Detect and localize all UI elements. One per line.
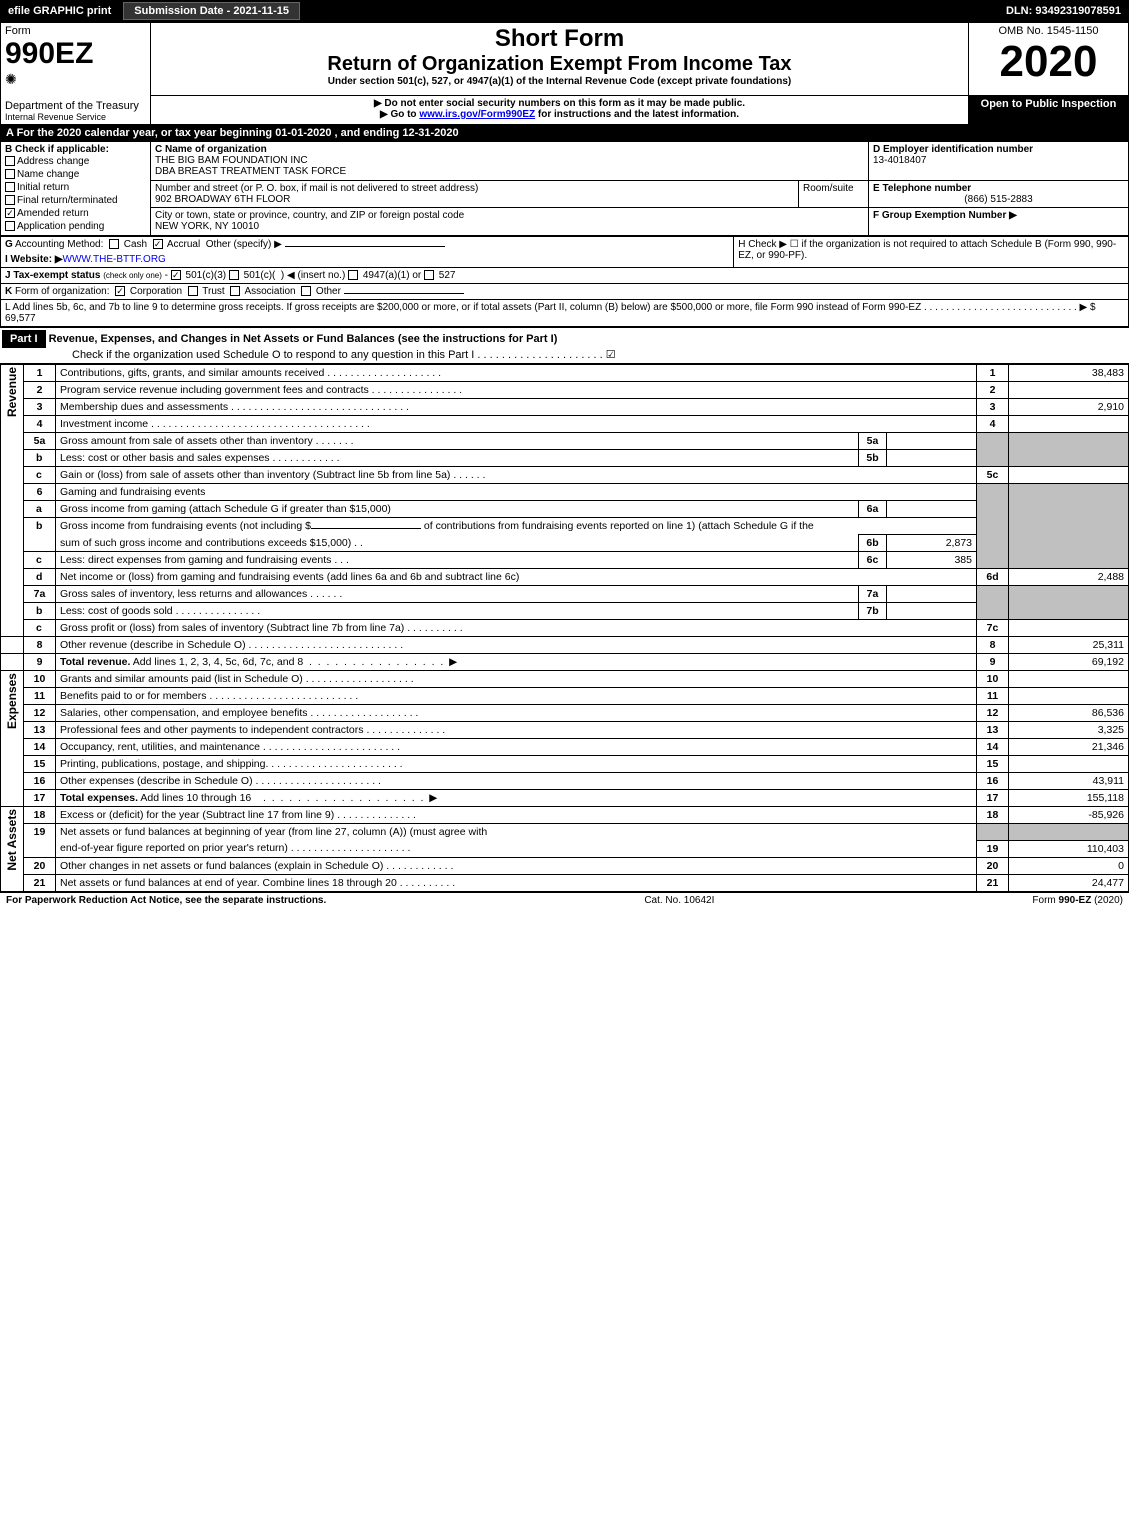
box-e-label: E Telephone number bbox=[873, 183, 971, 194]
cb-initial-return[interactable] bbox=[5, 182, 15, 192]
box-b-checkboxes: B Check if applicable: Address change Na… bbox=[1, 142, 151, 236]
line-k: K Form of organization: ✓ Corporation Tr… bbox=[1, 284, 1129, 300]
omb-number: OMB No. 1545-1150 bbox=[973, 25, 1124, 37]
val-6b: 2,873 bbox=[887, 535, 977, 552]
footer-left: For Paperwork Reduction Act Notice, see … bbox=[6, 895, 326, 906]
org-name-1: THE BIG BAM FOUNDATION INC bbox=[155, 155, 308, 166]
footer-form-ref: Form 990-EZ (2020) bbox=[1032, 895, 1123, 906]
cb-501c[interactable] bbox=[229, 270, 239, 280]
amount-15 bbox=[1009, 756, 1129, 773]
amount-17: 155,118 bbox=[1009, 790, 1129, 807]
return-title: Return of Organization Exempt From Incom… bbox=[155, 53, 964, 76]
cb-4947[interactable] bbox=[348, 270, 358, 280]
cb-527[interactable] bbox=[424, 270, 434, 280]
short-form-title: Short Form bbox=[155, 25, 964, 53]
amount-14: 21,346 bbox=[1009, 739, 1129, 756]
line-l: L Add lines 5b, 6c, and 7b to line 9 to … bbox=[1, 300, 1129, 327]
amount-21: 24,477 bbox=[1009, 874, 1129, 891]
line-j: J Tax-exempt status (check only one) - ✓… bbox=[1, 268, 1129, 284]
org-info-block: B Check if applicable: Address change Na… bbox=[0, 141, 1129, 236]
form-number: 990EZ bbox=[5, 37, 146, 71]
dln: DLN: 93492319078591 bbox=[998, 3, 1129, 19]
amount-19: 110,403 bbox=[1009, 840, 1129, 857]
form-label: Form bbox=[5, 25, 146, 37]
street-label: Number and street (or P. O. box, if mail… bbox=[155, 183, 478, 194]
open-public-inspection: Open to Public Inspection bbox=[969, 95, 1129, 124]
street-value: 902 BROADWAY 6TH FLOOR bbox=[155, 194, 290, 205]
amount-7c bbox=[1009, 620, 1129, 637]
box-d-label: D Employer identification number bbox=[873, 144, 1033, 155]
top-bar: efile GRAPHIC print Submission Date - 20… bbox=[0, 0, 1129, 22]
amount-3: 2,910 bbox=[1009, 399, 1129, 416]
cb-trust[interactable] bbox=[188, 286, 198, 296]
tax-year: 2020 bbox=[973, 37, 1124, 87]
val-5a bbox=[887, 433, 977, 450]
amount-20: 0 bbox=[1009, 857, 1129, 874]
phone-value: (866) 515-2883 bbox=[873, 194, 1124, 205]
val-6c: 385 bbox=[887, 552, 977, 569]
amount-1: 38,483 bbox=[1009, 365, 1129, 382]
cb-accrual[interactable]: ✓ bbox=[153, 239, 163, 249]
amount-18: -85,926 bbox=[1009, 807, 1129, 824]
amount-5c bbox=[1009, 467, 1129, 484]
cb-application-pending[interactable] bbox=[5, 221, 15, 231]
val-7a bbox=[887, 586, 977, 603]
org-name-2: DBA BREAST TREATMENT TASK FORCE bbox=[155, 166, 346, 177]
line-i: I Website: ▶WWW.THE-BTTF.ORG bbox=[1, 252, 734, 268]
part-1-check: Check if the organization used Schedule … bbox=[2, 349, 616, 361]
amount-16: 43,911 bbox=[1009, 773, 1129, 790]
cb-other[interactable] bbox=[301, 286, 311, 296]
irs-label: Internal Revenue Service bbox=[5, 112, 146, 122]
amount-13: 3,325 bbox=[1009, 722, 1129, 739]
amount-9: 69,192 bbox=[1009, 654, 1129, 671]
amount-8: 25,311 bbox=[1009, 637, 1129, 654]
cb-amended-return[interactable]: ✓ bbox=[5, 208, 15, 218]
box-c-label: C Name of organization bbox=[155, 144, 267, 155]
irs-url[interactable]: www.irs.gov/Form990EZ bbox=[419, 109, 535, 120]
cb-cash[interactable] bbox=[109, 239, 119, 249]
part-1-title: Revenue, Expenses, and Changes in Net As… bbox=[49, 333, 558, 345]
revenue-section-label: Revenue bbox=[5, 367, 19, 417]
part-1-lines-table: Revenue 1Contributions, gifts, grants, a… bbox=[0, 364, 1129, 892]
line-g: G Accounting Method: Cash ✓ Accrual Othe… bbox=[1, 237, 734, 253]
no-ssn-notice: ▶ Do not enter social security numbers o… bbox=[155, 98, 964, 109]
cb-corp[interactable]: ✓ bbox=[115, 286, 125, 296]
expenses-section-label: Expenses bbox=[5, 673, 19, 729]
goto-link[interactable]: ▶ Go to www.irs.gov/Form990EZ for instru… bbox=[155, 109, 964, 120]
amount-10 bbox=[1009, 671, 1129, 688]
page-footer: For Paperwork Reduction Act Notice, see … bbox=[0, 892, 1129, 908]
part-1-label: Part I bbox=[2, 330, 46, 348]
room-suite-label: Room/suite bbox=[803, 183, 854, 194]
cb-assoc[interactable] bbox=[230, 286, 240, 296]
under-section: Under section 501(c), 527, or 4947(a)(1)… bbox=[155, 76, 964, 87]
box-f-label: F Group Exemption Number ▶ bbox=[873, 210, 1017, 221]
efile-print[interactable]: efile GRAPHIC print bbox=[0, 3, 119, 19]
val-6a bbox=[887, 501, 977, 518]
submission-date: Submission Date - 2021-11-15 bbox=[123, 2, 300, 20]
city-label: City or town, state or province, country… bbox=[155, 210, 464, 221]
ein-value: 13-4018407 bbox=[873, 155, 926, 166]
cb-name-change[interactable] bbox=[5, 169, 15, 179]
val-5b bbox=[887, 450, 977, 467]
amount-4 bbox=[1009, 416, 1129, 433]
net-assets-section-label: Net Assets bbox=[5, 809, 19, 871]
line-a-tax-year: A For the 2020 calendar year, or tax yea… bbox=[0, 125, 1129, 141]
cb-final-return[interactable] bbox=[5, 195, 15, 205]
amount-11 bbox=[1009, 688, 1129, 705]
footer-catalog: Cat. No. 10642I bbox=[644, 895, 714, 906]
website-link[interactable]: WWW.THE-BTTF.ORG bbox=[63, 254, 166, 265]
city-value: NEW YORK, NY 10010 bbox=[155, 221, 259, 232]
line-h: H Check ▶ ☐ if the organization is not r… bbox=[734, 237, 1129, 268]
dept-treasury: Department of the Treasury bbox=[5, 100, 146, 112]
amount-12: 86,536 bbox=[1009, 705, 1129, 722]
cb-address-change[interactable] bbox=[5, 156, 15, 166]
part-1-header: Part I Revenue, Expenses, and Changes in… bbox=[0, 327, 1129, 364]
form-header: Form 990EZ ✺ Department of the Treasury … bbox=[0, 22, 1129, 125]
cb-501c3[interactable]: ✓ bbox=[171, 270, 181, 280]
amount-6d: 2,488 bbox=[1009, 569, 1129, 586]
amount-2 bbox=[1009, 382, 1129, 399]
lines-g-to-l: G Accounting Method: Cash ✓ Accrual Othe… bbox=[0, 236, 1129, 327]
val-7b bbox=[887, 603, 977, 620]
